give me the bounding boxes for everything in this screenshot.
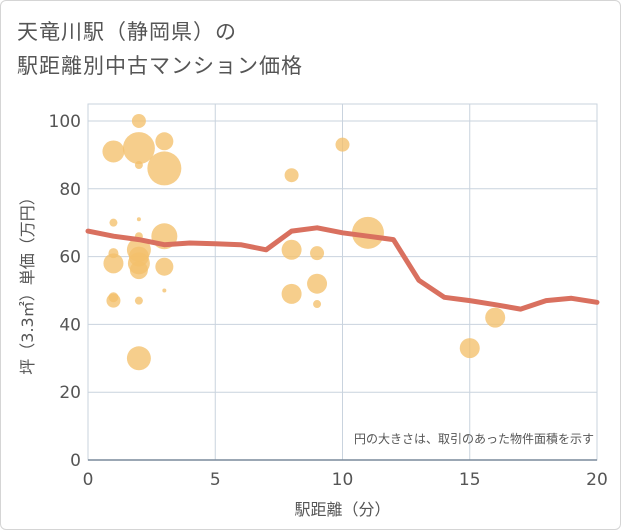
bubble-point bbox=[351, 216, 384, 249]
bubble-series bbox=[102, 113, 506, 371]
bubble-point bbox=[136, 217, 141, 222]
bubble-point bbox=[106, 293, 121, 308]
y-tick-label: 60 bbox=[59, 248, 81, 268]
grid-lines bbox=[88, 104, 597, 460]
y-tick-label: 80 bbox=[59, 180, 81, 200]
bubble-point bbox=[459, 338, 480, 359]
bubble-point bbox=[307, 273, 328, 294]
bubble-size-note: 円の大きさは、取引のあった物件面積を示す bbox=[354, 431, 594, 446]
bubble-point bbox=[126, 346, 151, 371]
bubble-point bbox=[313, 300, 322, 309]
y-tick-label: 100 bbox=[49, 112, 81, 132]
x-tick-label: 0 bbox=[83, 470, 94, 490]
bubble-point bbox=[485, 307, 506, 328]
chart-title-line-2: 駅距離別中古マンション価格 bbox=[17, 54, 303, 78]
x-tick-label: 5 bbox=[210, 470, 221, 490]
bubble-point bbox=[284, 168, 299, 183]
bubble-point bbox=[122, 132, 155, 165]
axes: 0 5 10 15 20 0 20 40 60 80 100 bbox=[49, 112, 608, 490]
bubble-point bbox=[131, 113, 146, 128]
bubble-point bbox=[109, 218, 118, 227]
bubble-point bbox=[103, 253, 124, 274]
x-tick-label: 10 bbox=[332, 470, 354, 490]
x-tick-label: 15 bbox=[459, 470, 481, 490]
bubble-point bbox=[310, 246, 325, 261]
bubble-point bbox=[129, 261, 148, 280]
chart-title: 天竜川駅（静岡県）の 駅距離別中古マンション価格 bbox=[17, 15, 303, 83]
bubble-point bbox=[155, 132, 174, 151]
y-axis-label: 坪（3.3㎡）単価（万円） bbox=[18, 189, 37, 374]
bubble-point bbox=[147, 151, 182, 186]
bubble-point bbox=[155, 257, 174, 276]
y-tick-label: 20 bbox=[59, 383, 81, 403]
bubble-point bbox=[134, 296, 143, 305]
bubble-point bbox=[281, 239, 302, 260]
chart-title-line-1: 天竜川駅（静岡県）の bbox=[17, 20, 237, 44]
bubble-point bbox=[134, 161, 143, 170]
bubble-point bbox=[281, 283, 302, 304]
bubble-point bbox=[102, 140, 125, 163]
bubble-point bbox=[335, 137, 350, 152]
bubble-point bbox=[162, 288, 167, 293]
x-axis-label: 駅距離（分） bbox=[294, 500, 390, 519]
average-price-line bbox=[85, 225, 600, 312]
x-tick-label: 20 bbox=[586, 470, 608, 490]
y-tick-label: 0 bbox=[70, 451, 81, 471]
y-tick-label: 40 bbox=[59, 315, 81, 335]
